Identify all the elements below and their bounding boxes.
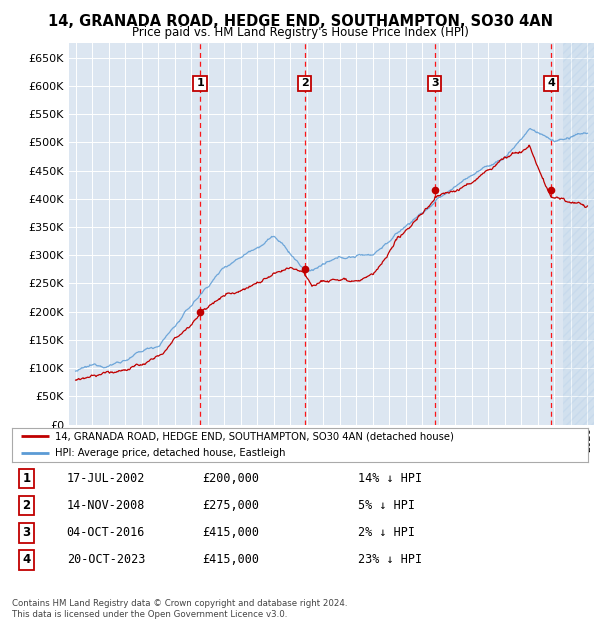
Text: 4: 4 <box>547 79 555 89</box>
Text: HPI: Average price, detached house, Eastleigh: HPI: Average price, detached house, East… <box>55 448 286 458</box>
Text: 2: 2 <box>22 499 31 512</box>
Text: 3: 3 <box>22 526 31 539</box>
Text: 04-OCT-2016: 04-OCT-2016 <box>67 526 145 539</box>
Text: 3: 3 <box>431 79 439 89</box>
Text: £200,000: £200,000 <box>202 472 259 485</box>
Text: 2% ↓ HPI: 2% ↓ HPI <box>358 526 415 539</box>
Bar <box>563 43 600 425</box>
Text: 14% ↓ HPI: 14% ↓ HPI <box>358 472 422 485</box>
Text: 5% ↓ HPI: 5% ↓ HPI <box>358 499 415 512</box>
Text: 17-JUL-2002: 17-JUL-2002 <box>67 472 145 485</box>
Text: 14, GRANADA ROAD, HEDGE END, SOUTHAMPTON, SO30 4AN (detached house): 14, GRANADA ROAD, HEDGE END, SOUTHAMPTON… <box>55 432 454 441</box>
Text: £415,000: £415,000 <box>202 526 259 539</box>
Text: 2: 2 <box>301 79 308 89</box>
Text: 1: 1 <box>196 79 204 89</box>
Text: 20-OCT-2023: 20-OCT-2023 <box>67 554 145 567</box>
Text: 14-NOV-2008: 14-NOV-2008 <box>67 499 145 512</box>
Text: £275,000: £275,000 <box>202 499 259 512</box>
Text: Contains HM Land Registry data © Crown copyright and database right 2024.
This d: Contains HM Land Registry data © Crown c… <box>12 600 347 619</box>
Text: 1: 1 <box>22 472 31 485</box>
Text: £415,000: £415,000 <box>202 554 259 567</box>
Text: 14, GRANADA ROAD, HEDGE END, SOUTHAMPTON, SO30 4AN: 14, GRANADA ROAD, HEDGE END, SOUTHAMPTON… <box>47 14 553 29</box>
Text: 4: 4 <box>22 554 31 567</box>
Text: 23% ↓ HPI: 23% ↓ HPI <box>358 554 422 567</box>
Text: Price paid vs. HM Land Registry's House Price Index (HPI): Price paid vs. HM Land Registry's House … <box>131 26 469 39</box>
